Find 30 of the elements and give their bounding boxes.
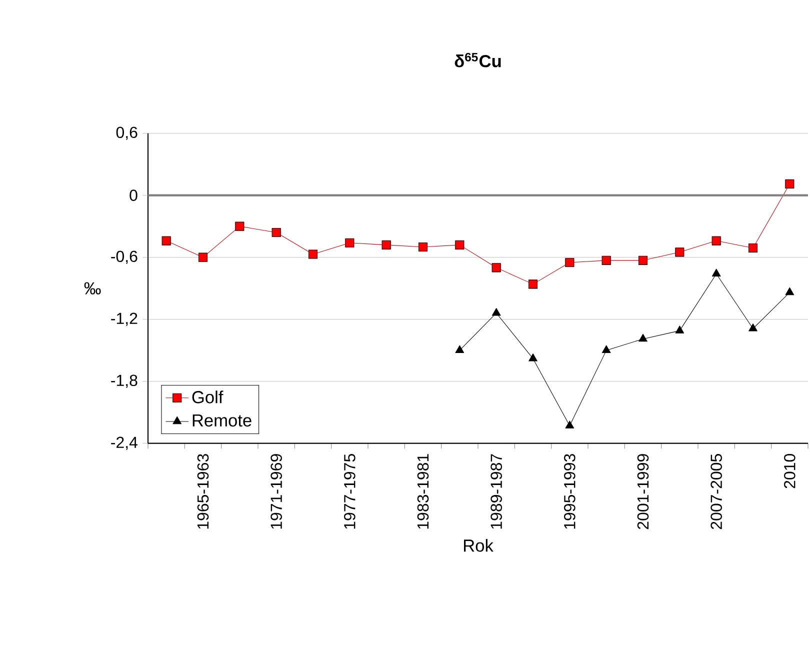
y-tick-label: -0,6 [111, 250, 138, 264]
legend-label: Golf [192, 390, 224, 404]
point [675, 326, 684, 334]
y-tick-label: -1,2 [111, 312, 138, 326]
y-tick-label: 0,6 [116, 126, 138, 140]
x-tick-label: 2010 [784, 454, 796, 488]
y-tick-label: 0 [130, 190, 138, 201]
x-tick-label: 1989-1987 [490, 454, 502, 529]
x-tick-label: 2007-2005 [710, 454, 722, 530]
point [785, 287, 794, 296]
y-tick-label: -2,4 [111, 436, 138, 450]
point [602, 345, 611, 353]
y-tick-label: -1,8 [111, 374, 138, 388]
x-tick-label: 1971-1969 [270, 454, 282, 529]
point [492, 308, 501, 316]
x-axis-title: Rok [464, 539, 494, 552]
chart-title: δ$^{65}$Cu [454, 52, 501, 68]
x-tick-label: 1983-1981 [417, 454, 429, 529]
point [455, 345, 464, 353]
x-tick-label: 1995-1993 [564, 454, 576, 529]
point [565, 420, 574, 428]
x-tick-label: 2001-1999 [637, 454, 649, 530]
y-axis-title: ‰ [84, 282, 101, 294]
point [712, 268, 721, 277]
point [528, 354, 538, 362]
point [638, 334, 648, 342]
point [748, 324, 758, 332]
legend-label: Remote [192, 414, 252, 427]
x-tick-label: 1965-1963 [197, 454, 209, 529]
x-tick-label: 1977-1975 [344, 454, 356, 529]
